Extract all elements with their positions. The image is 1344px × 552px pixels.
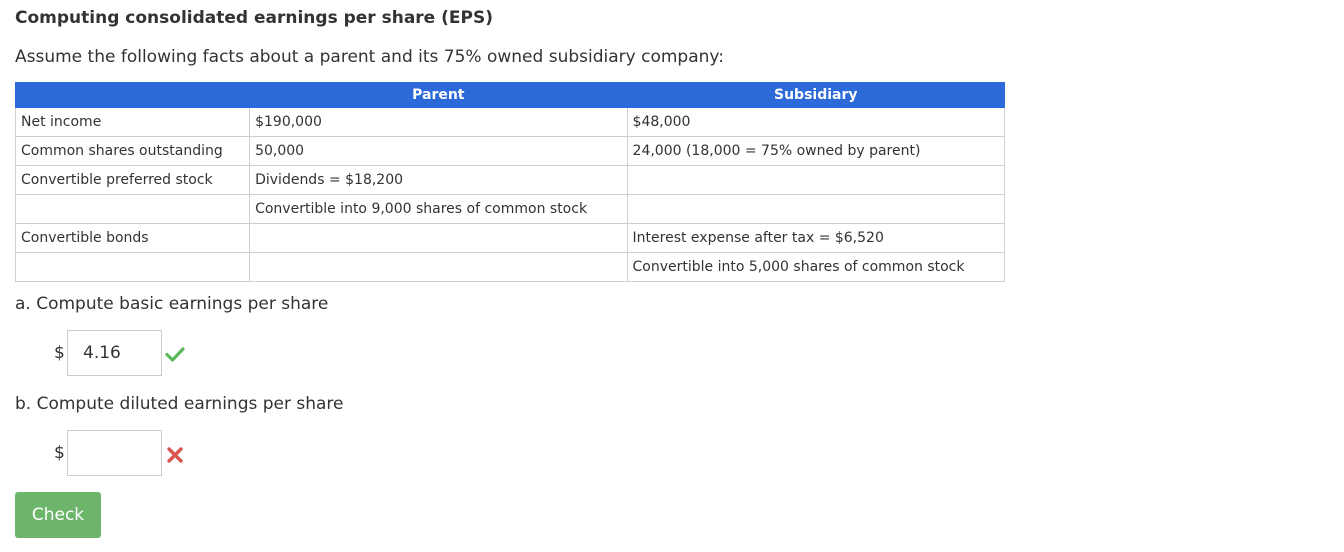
- parent-cell: [249, 252, 628, 282]
- currency-symbol: $: [54, 343, 65, 363]
- question-a-label: a. Compute basic earnings per share: [15, 294, 329, 314]
- checkmark-icon: [165, 347, 185, 362]
- parent-cell: Dividends = $18,200: [249, 165, 628, 195]
- row-label: Convertible preferred stock: [14, 165, 251, 195]
- subsidiary-cell: [626, 194, 1006, 224]
- column-header-parent: Parent: [249, 82, 628, 108]
- question-b-label: b. Compute diluted earnings per share: [15, 394, 344, 414]
- facts-table: Parent Subsidiary Net income $190,000 $4…: [14, 82, 1006, 282]
- check-button[interactable]: Check: [15, 492, 101, 538]
- basic-eps-input[interactable]: [67, 330, 162, 376]
- x-mark-icon: [167, 447, 183, 463]
- table-row: Convertible into 5,000 shares of common …: [14, 252, 1006, 282]
- parent-cell: 50,000: [249, 136, 628, 166]
- column-header-subsidiary: Subsidiary: [626, 82, 1006, 108]
- row-label: Net income: [14, 107, 251, 137]
- diluted-eps-input[interactable]: [67, 430, 162, 476]
- row-label: [14, 194, 251, 224]
- parent-cell: [249, 223, 628, 253]
- parent-cell: $190,000: [249, 107, 628, 137]
- subsidiary-cell: Convertible into 5,000 shares of common …: [626, 252, 1006, 282]
- table-header-row: Parent Subsidiary: [14, 82, 1006, 108]
- subsidiary-cell: 24,000 (18,000 = 75% owned by parent): [626, 136, 1006, 166]
- table-row: Convertible into 9,000 shares of common …: [14, 194, 1006, 224]
- parent-cell: Convertible into 9,000 shares of common …: [249, 194, 628, 224]
- table-row: Common shares outstanding 50,000 24,000 …: [14, 136, 1006, 166]
- subsidiary-cell: Interest expense after tax = $6,520: [626, 223, 1006, 253]
- subsidiary-cell: [626, 165, 1006, 195]
- table-row: Net income $190,000 $48,000: [14, 107, 1006, 137]
- row-label: Common shares outstanding: [14, 136, 251, 166]
- row-label: Convertible bonds: [14, 223, 251, 253]
- table-row: Convertible bonds Interest expense after…: [14, 223, 1006, 253]
- currency-symbol: $: [54, 443, 65, 463]
- table-row: Convertible preferred stock Dividends = …: [14, 165, 1006, 195]
- subsidiary-cell: $48,000: [626, 107, 1006, 137]
- page-title: Computing consolidated earnings per shar…: [15, 8, 493, 28]
- row-label: [14, 252, 251, 282]
- column-header-label: [14, 82, 251, 108]
- intro-text: Assume the following facts about a paren…: [15, 47, 724, 67]
